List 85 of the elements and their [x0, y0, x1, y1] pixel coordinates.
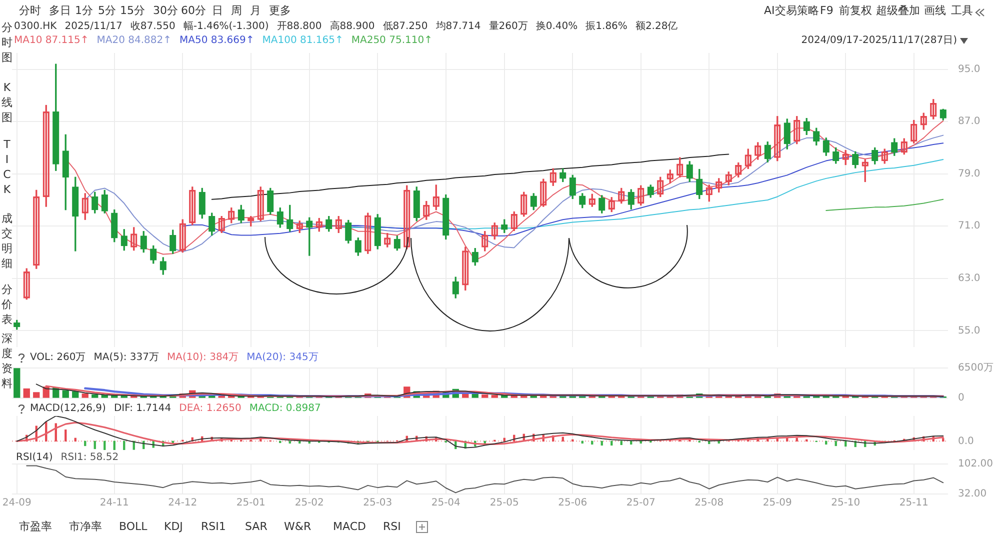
x-tick-label: 24-11 [100, 498, 129, 509]
y-tick-label: 55.0 [958, 325, 980, 336]
y-tick-label: 63.0 [958, 272, 980, 284]
text: 周 [231, 4, 242, 17]
text: 振1.86% [586, 21, 628, 33]
text: 多日 [49, 4, 71, 17]
text: 收87.550 [130, 21, 176, 33]
x-tick-label: 25-05 [490, 498, 519, 509]
text: 低87.250 [382, 21, 428, 33]
text: MA250 75.110↑ [351, 35, 432, 47]
chart-title: RSI(14) [16, 452, 53, 464]
x-tick-label: 25-03 [363, 498, 392, 509]
text: MACD [333, 520, 366, 533]
text: 更多 [269, 4, 291, 17]
text: 2025/11/17 [64, 21, 122, 33]
y-tick-label: 0 [958, 392, 964, 404]
y-tick-label: 71.0 [958, 220, 980, 232]
x-tick-label: 25-07 [626, 498, 656, 509]
text: F9 [820, 4, 834, 17]
text: 市净率 [69, 520, 102, 533]
text: DIF: 1.7144 [114, 403, 172, 415]
text: MA20 84.882↑ [96, 35, 172, 47]
text: 60分 [181, 4, 206, 17]
annotation: K线图 [1, 80, 13, 125]
text: BOLL [119, 520, 148, 533]
text: 前复权 [839, 4, 872, 17]
chart-subtitle: 2024/09/17-2025/11/17(287日) [801, 35, 957, 47]
text: 高88.900 [330, 21, 375, 33]
x-tick-label: 25-06 [558, 498, 588, 509]
text: 幅-1.46%(-1.300) [183, 21, 269, 33]
y-tick-label: 102.00 [958, 458, 993, 470]
text: 30分 [153, 4, 178, 17]
chart-title: VOL: 260万 [30, 352, 86, 364]
annotation: 成交明细 [1, 211, 13, 271]
text: MA50 83.669↑ [180, 35, 254, 47]
chart-title: MACD(12,26,9) [30, 403, 106, 415]
x-tick-label: 25-11 [899, 498, 928, 509]
text: 画线 [924, 4, 946, 17]
text: 15分 [120, 4, 145, 17]
text: 量260万 [488, 21, 528, 33]
x-tick-label: 25-04 [431, 498, 460, 509]
y-tick-label: 87.0 [958, 116, 980, 128]
text: SAR [245, 520, 268, 533]
y-tick-label: 79.0 [958, 168, 980, 180]
annotation: 分价表 [1, 282, 13, 327]
text: W&R [284, 520, 312, 533]
x-tick-label: 25-01 [236, 498, 266, 509]
text: MA10 87.115↑ [14, 35, 89, 47]
text: RSI1 [201, 520, 226, 533]
text: KDJ [164, 520, 183, 533]
text: MA(5): 337万 [94, 352, 160, 364]
text: 1分 [75, 4, 93, 17]
text: MA(20): 345万 [246, 352, 318, 364]
text: 日 [212, 4, 223, 17]
text: 工具 [951, 4, 973, 17]
text: 额2.28亿 [635, 21, 678, 33]
annotation: 分时图 [1, 20, 13, 65]
text: AI交易策略 [764, 4, 819, 17]
text: 分时 [19, 4, 41, 17]
text: 换0.40% [536, 21, 578, 33]
text: 0.0 [958, 436, 974, 447]
text: 5分 [98, 4, 116, 17]
x-tick-label: 25-10 [831, 498, 860, 509]
x-tick-label: 25-02 [294, 498, 324, 509]
text: MA(10): 384万 [167, 352, 239, 364]
x-tick-label: 25-08 [694, 498, 724, 509]
y-tick-label: 32.00 [958, 488, 987, 500]
series-label: RSI1: 58.52 [60, 452, 119, 464]
text: 开88.800 [276, 21, 322, 33]
y-tick-label: 95.0 [958, 64, 980, 75]
chart-title: 0300.HK [14, 21, 57, 33]
annotation: 深度资料 [1, 331, 13, 391]
x-tick-label: 25-09 [762, 498, 792, 509]
text: 月 [250, 4, 261, 17]
text: RSI [383, 520, 401, 533]
text: 超级叠加 [876, 4, 920, 17]
text: TICK [2, 137, 12, 197]
text: MA100 81.165↑ [262, 35, 344, 47]
text: DEA: 1.2650 [179, 403, 242, 415]
x-tick-label: 24-12 [168, 498, 198, 509]
x-tick-label: 24-09 [2, 498, 32, 509]
text: MACD: 0.8987 [249, 403, 321, 415]
y-tick-label: 6500万 [958, 362, 994, 374]
text: 市盈率 [19, 520, 52, 533]
text: 均87.714 [436, 21, 481, 33]
